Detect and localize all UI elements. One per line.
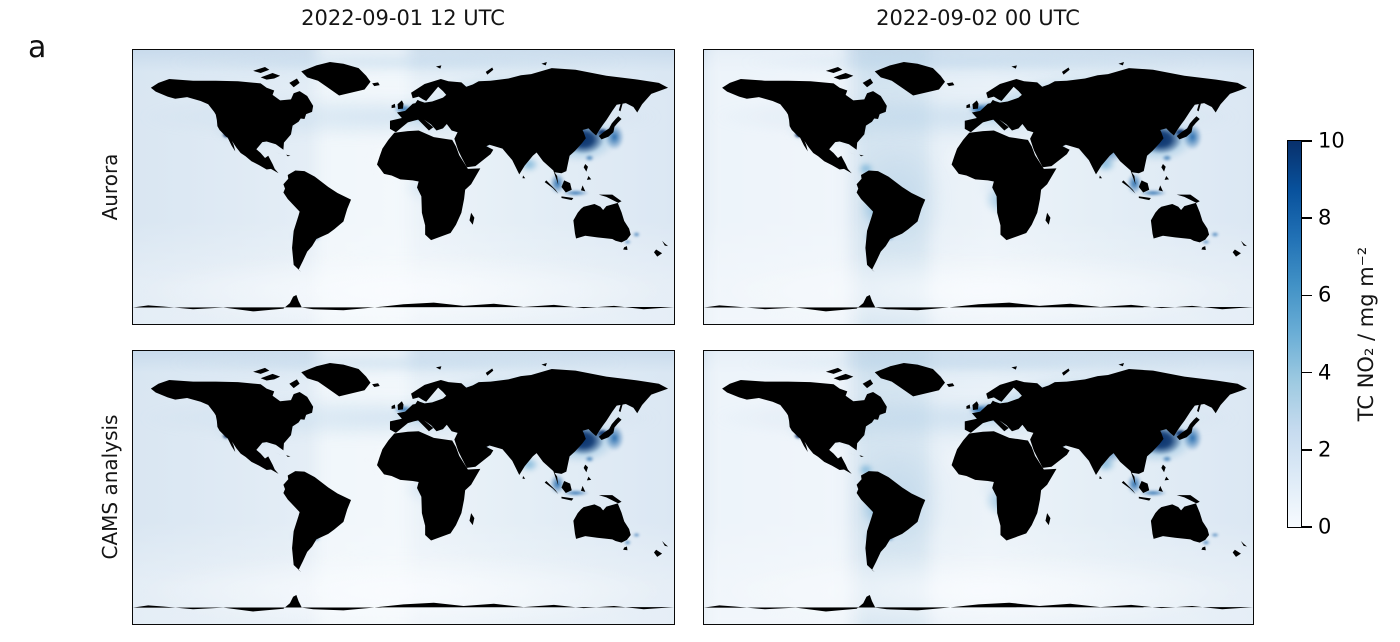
no2-region-uk-benelux-spot bbox=[393, 104, 414, 114]
no2-region-sydney-spot bbox=[632, 532, 641, 538]
map-cams-t2 bbox=[703, 350, 1254, 625]
no2-region-pale-antarctic bbox=[133, 252, 674, 324]
no2-region-sydney-spot bbox=[1211, 532, 1219, 538]
world-coastlines bbox=[704, 62, 1253, 312]
map-aurora-t2 bbox=[703, 49, 1254, 325]
world-coastlines bbox=[133, 62, 674, 312]
column-title-1: 2022-09-01 12 UTC bbox=[301, 6, 505, 30]
colorbar-tick-label: 2 bbox=[1318, 437, 1332, 462]
no2-region-sydney-spot bbox=[632, 232, 641, 238]
colorbar-tick-label: 6 bbox=[1318, 282, 1332, 307]
no2-region-korea-spot bbox=[1173, 429, 1188, 438]
column-title-2: 2022-09-02 00 UTC bbox=[876, 6, 1080, 30]
map-aurora-t1 bbox=[132, 49, 675, 325]
no2-region-arctic-haze bbox=[736, 353, 1210, 373]
colorbar: 10 8 6 4 2 0 bbox=[1287, 129, 1400, 539]
no2-region-java-spots bbox=[1139, 490, 1167, 497]
no2-region-korea-spot bbox=[596, 128, 610, 138]
colorbar-tick-label: 4 bbox=[1318, 360, 1332, 385]
no2-region-taiwan-spot bbox=[1162, 455, 1172, 462]
no2-region-uk-benelux-spot bbox=[393, 405, 414, 415]
row-label-cams-analysis: CAMS analysis bbox=[98, 414, 122, 560]
colorbar-tick bbox=[1302, 140, 1312, 142]
colorbar-tick-label: 0 bbox=[1318, 514, 1332, 539]
no2-region-melbourne-spot bbox=[1202, 239, 1210, 245]
no2-region-pale-antarctic bbox=[704, 252, 1253, 324]
no2-region-melbourne-spot bbox=[624, 239, 632, 245]
no2-region-melbourne-spot bbox=[1202, 540, 1210, 545]
no2-region-korea-spot bbox=[596, 429, 610, 438]
no2-region-java-spots bbox=[1139, 189, 1167, 196]
colorbar-tick bbox=[1302, 217, 1312, 220]
no2-region-pale-antarctic bbox=[704, 553, 1253, 624]
colorbar-tick bbox=[1302, 449, 1312, 451]
subfigure-label: a bbox=[28, 30, 47, 65]
no2-region-arctic-haze bbox=[736, 52, 1210, 72]
no2-region-sumatra-malaysia bbox=[549, 173, 565, 194]
colorbar-tick bbox=[1302, 526, 1312, 528]
colorbar-gradient bbox=[1287, 140, 1302, 528]
colorbar-tick bbox=[1302, 294, 1312, 297]
no2-region-taiwan-spot bbox=[584, 455, 594, 462]
map-cams-t1 bbox=[132, 350, 675, 625]
no2-region-sydney-spot bbox=[1211, 232, 1219, 238]
no2-region-java-spots bbox=[562, 490, 590, 497]
no2-region-melbourne-spot bbox=[624, 540, 632, 545]
colorbar-tick-label: 10 bbox=[1318, 128, 1345, 153]
no2-region-taiwan-spot bbox=[1162, 154, 1172, 162]
no2-region-arctic-haze bbox=[165, 52, 631, 72]
no2-region-sumatra-malaysia bbox=[1126, 173, 1143, 194]
no2-region-taiwan-spot bbox=[584, 154, 594, 162]
row-label-aurora: Aurora bbox=[98, 153, 122, 221]
no2-region-sumatra-malaysia bbox=[549, 473, 565, 495]
colorbar-tick bbox=[1302, 371, 1312, 374]
colorbar-label: TC NO₂ / mg m⁻² bbox=[1354, 246, 1378, 422]
no2-region-java-spots bbox=[562, 189, 590, 196]
world-coastlines bbox=[133, 363, 674, 612]
no2-region-sumatra-malaysia bbox=[1126, 473, 1143, 495]
world-coastlines bbox=[704, 363, 1253, 612]
no2-region-korea-spot bbox=[1173, 128, 1188, 138]
no2-region-arctic-haze bbox=[165, 353, 631, 373]
no2-region-pale-antarctic bbox=[133, 553, 674, 624]
colorbar-tick-label: 8 bbox=[1318, 205, 1332, 230]
